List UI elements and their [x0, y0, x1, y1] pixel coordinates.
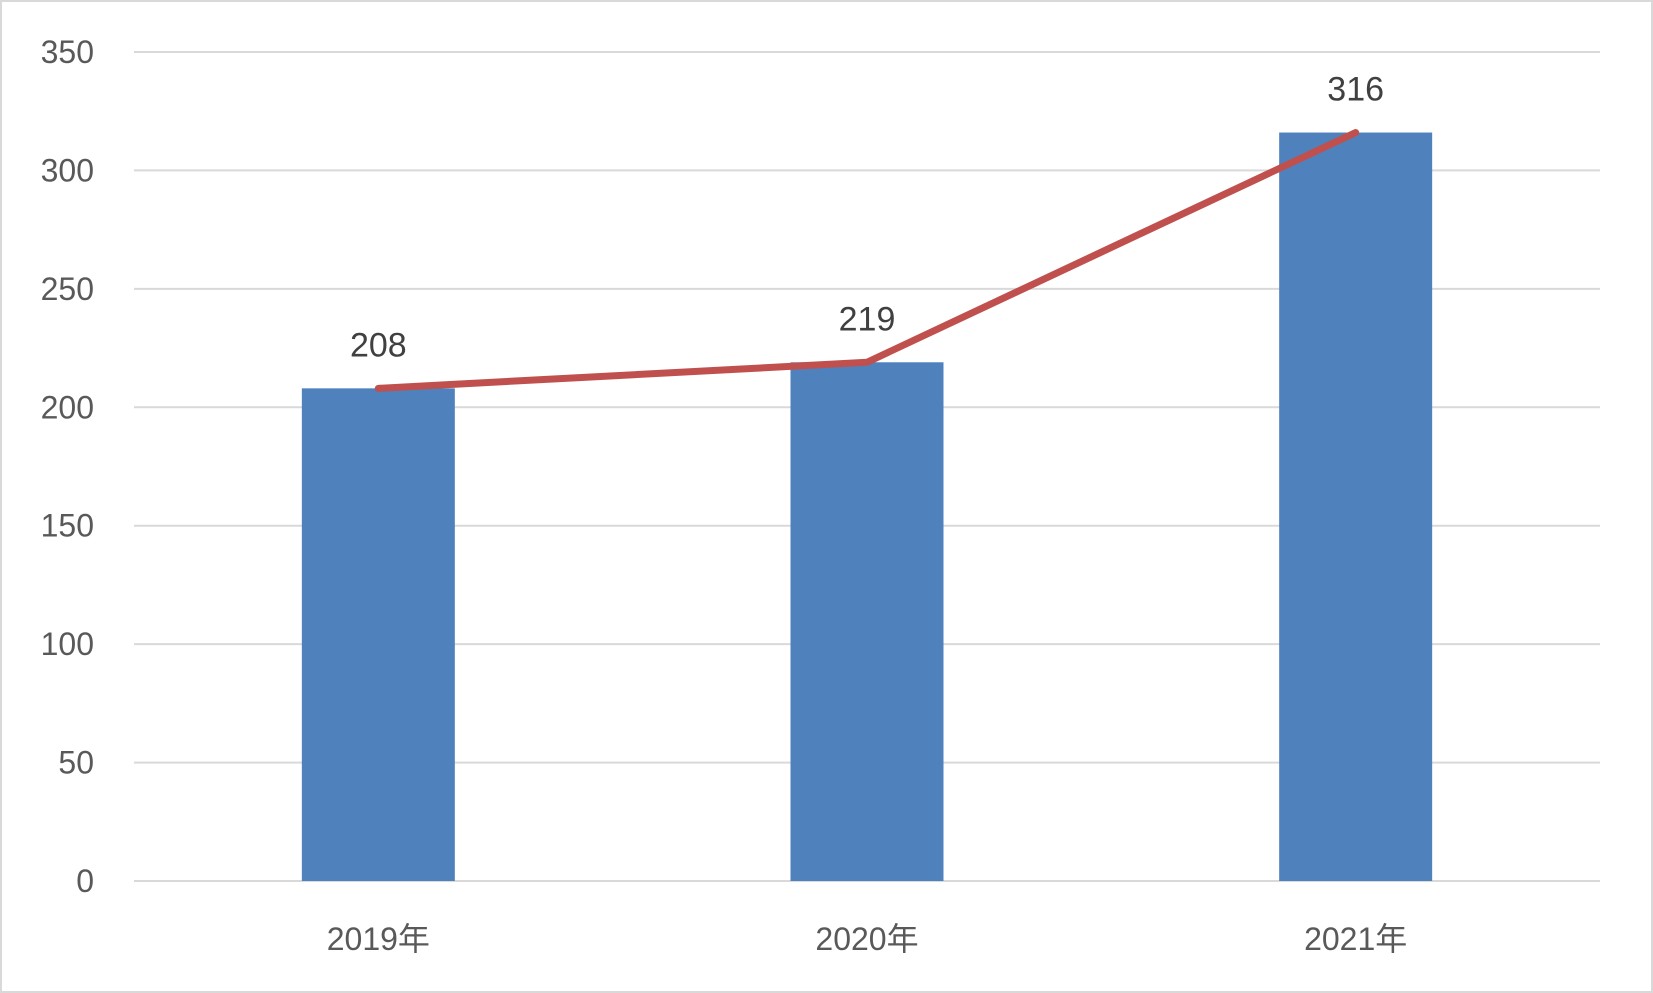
y-tick-label: 300: [41, 152, 94, 188]
bar: [790, 362, 944, 882]
y-tick-label: 200: [41, 389, 94, 425]
x-tick-label: 2019年: [327, 921, 430, 957]
x-tick-label: 2021年: [1304, 921, 1407, 957]
y-tick-label: 150: [41, 508, 94, 544]
data-label: 208: [350, 326, 407, 364]
y-tick-label: 100: [41, 626, 94, 662]
line-series-path: [374, 129, 1360, 392]
x-tick-label: 2020年: [815, 921, 918, 957]
bar: [301, 388, 455, 881]
y-tick-label: 350: [41, 34, 94, 70]
x-axis-tick-labels: 2019年 2020年 2021年: [327, 921, 1408, 957]
bar-series: [301, 132, 1433, 882]
y-axis-tick-labels: 0 50 100 150 200 250 300 350: [41, 34, 94, 899]
line-series: [374, 129, 1360, 392]
y-tick-label: 50: [58, 745, 94, 781]
data-label: 219: [839, 300, 896, 338]
data-labels: 208 219 316: [350, 71, 1384, 365]
data-label: 316: [1327, 71, 1384, 109]
y-tick-label: 250: [41, 271, 94, 307]
bar: [1279, 132, 1433, 881]
y-tick-label: 0: [76, 863, 94, 899]
